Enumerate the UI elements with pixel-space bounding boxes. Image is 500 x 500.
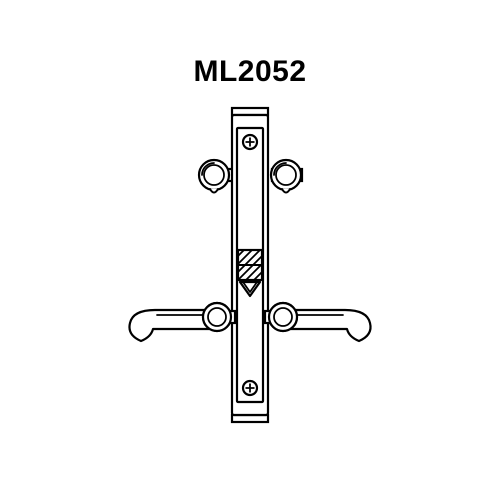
lockset-diagram	[0, 0, 500, 500]
diagram-container: ML2052	[0, 0, 500, 500]
